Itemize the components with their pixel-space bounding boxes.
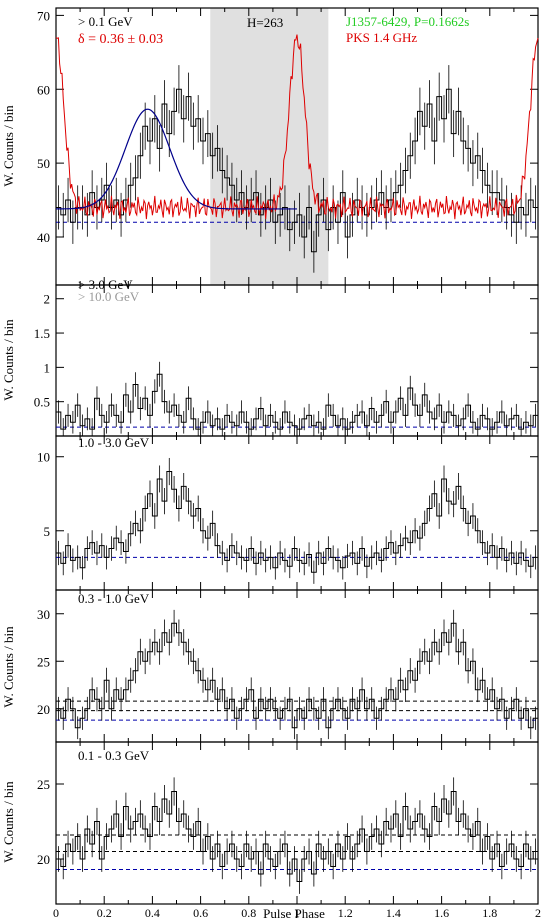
y-tick-label: 20 bbox=[37, 852, 50, 867]
y-tick-label: 30 bbox=[37, 607, 50, 622]
x-tick-label: 0.8 bbox=[241, 906, 256, 920]
panel-3-label: 1.0 - 3.0 GeV bbox=[78, 435, 150, 450]
radio-annotation: PKS 1.4 GHz bbox=[346, 30, 417, 45]
y-tick-label: 50 bbox=[37, 156, 50, 171]
panel-1-ylabel: W. Counts / bin bbox=[1, 105, 16, 187]
y-tick-label: 60 bbox=[37, 82, 50, 97]
x-tick-label: 2 bbox=[535, 906, 541, 920]
panel-4-label: 0.3 - 1.0 GeV bbox=[78, 591, 150, 606]
y-tick-label: 2 bbox=[44, 292, 51, 307]
panel-2: 0.5 1 1.5 2 > 3.0 GeV > 10.0 GeV W. Counts … bbox=[1, 277, 539, 437]
gamma-histogram bbox=[56, 373, 538, 430]
panel-5-label: 0.1 - 0.3 GeV bbox=[78, 748, 150, 763]
y-tick-label: 20 bbox=[37, 702, 50, 717]
panel-5-ylabel: W. Counts / bin bbox=[1, 781, 16, 863]
y-tick-label: 0.5 bbox=[34, 395, 50, 410]
gamma-histogram bbox=[56, 88, 538, 253]
panel-2-label-secondary: > 10.0 GeV bbox=[78, 289, 140, 304]
gamma-histogram bbox=[56, 791, 538, 882]
off-pulse-shading bbox=[210, 8, 329, 285]
panel-5: 20 25 0 0.2 0.4 0.6 0.8 1 1.2 1.4 1.6 1.8 2 0.1 - 0.… bbox=[1, 741, 541, 921]
y-tick-label: 40 bbox=[37, 230, 50, 245]
y-tick-label: 1 bbox=[44, 360, 51, 375]
x-tick-label: 1 bbox=[294, 906, 300, 920]
x-tick-label: 0 bbox=[53, 906, 59, 920]
y-tick-label: 25 bbox=[37, 654, 50, 669]
gamma-histogram bbox=[56, 622, 538, 729]
gamma-histogram bbox=[56, 471, 538, 573]
panel-4-ylabel: W. Counts / bin bbox=[1, 626, 16, 708]
panel-2-ylabel: W. Counts / bin bbox=[1, 319, 16, 401]
x-axis-label: Pulse Phase bbox=[263, 906, 325, 921]
x-tick-label: 1.2 bbox=[338, 906, 353, 920]
panel-1: 40 50 60 70 > 0.1 GeV δ = 0.36 ± 0.03 H=263… bbox=[1, 7, 539, 286]
panel-3: 5 10 1.0 - 3.0 GeV bbox=[37, 435, 539, 591]
x-tick-label: 0.2 bbox=[97, 906, 112, 920]
y-tick-label: 25 bbox=[37, 777, 50, 792]
delta-annotation: δ = 0.36 ± 0.03 bbox=[78, 32, 163, 47]
source-annotation: J1357-6429, P=0.1662s bbox=[346, 14, 469, 29]
y-tick-label: 70 bbox=[37, 8, 50, 23]
panel-2-label: > 3.0 GeV bbox=[78, 277, 133, 292]
htest-annotation: H=263 bbox=[247, 15, 283, 30]
panel-1-label: > 0.1 GeV bbox=[78, 14, 133, 29]
x-tick-label: 0.6 bbox=[193, 906, 208, 920]
x-tick-label: 1.4 bbox=[386, 906, 401, 920]
x-tick-label: 1.6 bbox=[434, 906, 449, 920]
panel-4: 20 25 30 0.3 - 1.0 GeV W. Counts / bin bbox=[1, 589, 539, 743]
x-tick-label: 1.8 bbox=[482, 906, 497, 920]
fit-curve bbox=[55, 108, 297, 210]
y-tick-label: 10 bbox=[37, 450, 50, 465]
y-tick-label: 5 bbox=[44, 524, 51, 539]
x-tick-label: 0.4 bbox=[145, 906, 160, 920]
y-tick-label: 1.5 bbox=[34, 326, 50, 341]
radio-profile bbox=[55, 34, 539, 220]
